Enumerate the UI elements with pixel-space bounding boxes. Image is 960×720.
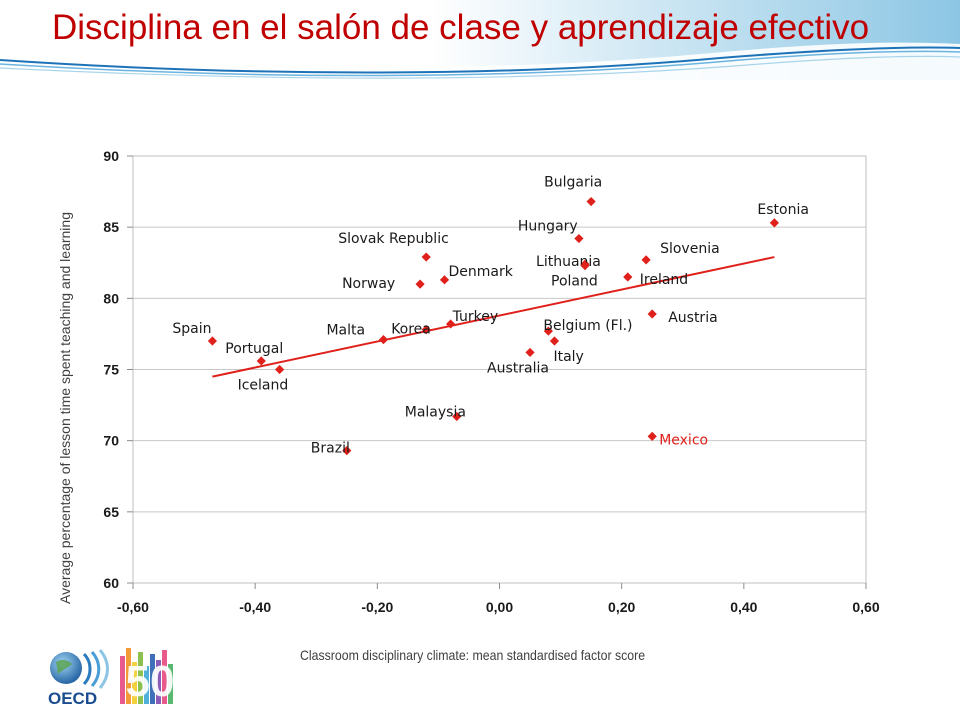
data-point-label: Iceland xyxy=(238,378,289,394)
trendline xyxy=(212,256,775,378)
data-point-marker xyxy=(647,431,657,441)
data-point-label: Hungary xyxy=(518,219,578,235)
data-point-label: Turkey xyxy=(452,309,499,325)
data-point-label: Estonia xyxy=(757,202,809,218)
data-point-label: Belgium (Fl.) xyxy=(543,318,632,334)
data-point-marker xyxy=(525,347,535,358)
header-wave-decoration xyxy=(0,0,960,80)
data-point-label: Lithuania xyxy=(536,254,601,270)
anniversary-50-logo: 50 xyxy=(120,648,175,706)
x-tick-label: -0,60 xyxy=(117,599,149,615)
header-banner: Disciplina en el salón de clase y aprend… xyxy=(0,0,960,80)
y-tick-label: 90 xyxy=(103,148,119,164)
oecd-logo: OECD xyxy=(48,649,109,706)
data-point-marker xyxy=(421,252,431,262)
data-point-marker xyxy=(641,255,651,265)
x-tick-label: 0,00 xyxy=(486,599,513,615)
data-point-label: Brazil xyxy=(311,441,350,457)
data-point-marker xyxy=(446,319,456,329)
data-points: Spain Portugal Iceland Brazil Malta Slovak Re… xyxy=(172,175,809,457)
axis-ticks: 60 65 70 75 80 85 90 -0,60 -0,40 -0,20 0,00 0,20 0,4… xyxy=(103,148,879,615)
oecd-logo-text: OECD xyxy=(48,689,97,706)
data-point-label: Korea xyxy=(391,322,431,338)
scatter-chart: 60 65 70 75 80 85 90 -0,60 -0,40 -0,20 0,00 0,20 0,4… xyxy=(103,148,879,615)
data-point-marker xyxy=(543,326,553,336)
y-tick-label: 80 xyxy=(103,290,119,306)
data-point-marker xyxy=(415,279,425,289)
y-tick-label: 65 xyxy=(103,504,119,520)
x-tick-label: 0,20 xyxy=(608,599,635,615)
page-title: Disciplina en el salón de clase y aprend… xyxy=(52,8,870,47)
data-point-label: Italy xyxy=(553,349,583,365)
data-point-marker xyxy=(275,364,285,375)
x-tick-label: -0,40 xyxy=(239,599,271,615)
data-point-label: Spain xyxy=(172,321,211,337)
data-point-marker xyxy=(623,272,633,282)
x-tick-label: -0,20 xyxy=(361,599,393,615)
y-tick-label: 85 xyxy=(103,219,119,235)
data-point-label: Austria xyxy=(668,310,717,326)
anniversary-logo-text: 50 xyxy=(126,657,175,706)
data-point-marker xyxy=(452,411,462,422)
x-tick-label: 0,60 xyxy=(852,599,879,615)
data-point-marker xyxy=(549,336,560,346)
data-point-marker xyxy=(647,309,657,319)
y-tick-label: 70 xyxy=(103,433,119,449)
data-point-marker xyxy=(256,356,266,366)
y-tick-label: 60 xyxy=(103,575,119,591)
data-point-label: Bulgaria xyxy=(544,175,602,191)
x-axis-label: Classroom disciplinary climate: mean sta… xyxy=(300,647,646,663)
y-tick-label: 75 xyxy=(103,362,119,378)
data-point-label: Malta xyxy=(326,323,365,339)
data-point-marker xyxy=(580,260,590,271)
data-point-marker xyxy=(439,275,450,285)
data-point-label: Australia xyxy=(487,360,549,376)
data-point-label: Slovenia xyxy=(660,241,720,257)
data-point-label: Mexico xyxy=(659,432,708,448)
data-point-label: Ireland xyxy=(640,272,688,288)
data-point-marker xyxy=(586,196,596,207)
y-axis-label: Average percentage of lesson time spent … xyxy=(57,212,73,605)
data-point-marker xyxy=(378,335,389,345)
data-point-label: Malaysia xyxy=(405,404,466,420)
data-point-label: Poland xyxy=(551,274,598,290)
data-point-label: Denmark xyxy=(449,264,514,280)
x-tick-label: 0,40 xyxy=(730,599,757,615)
data-point-marker xyxy=(574,233,584,244)
data-point-label: Portugal xyxy=(225,341,283,357)
data-point-label: Norway xyxy=(342,276,395,292)
data-point-marker xyxy=(342,446,352,456)
data-point-marker xyxy=(207,336,218,346)
data-point-marker xyxy=(769,218,779,228)
data-point-marker xyxy=(421,325,431,335)
data-point-label: Slovak Republic xyxy=(338,231,449,247)
